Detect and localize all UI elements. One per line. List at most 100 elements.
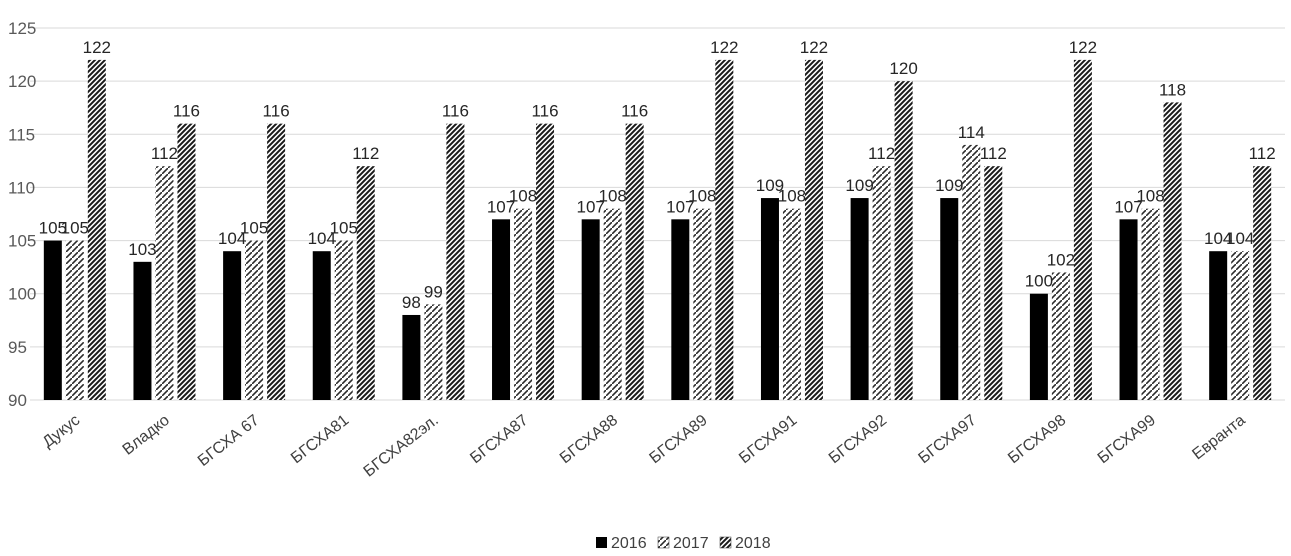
category-label: Евранта: [1189, 412, 1248, 464]
data-label: 107: [666, 197, 694, 216]
bar-2016: [133, 261, 152, 400]
y-tick-label: 95: [8, 338, 27, 357]
bar-2018: [894, 81, 913, 401]
y-tick-label: 120: [8, 72, 36, 91]
bar-2016: [940, 198, 959, 400]
bar-2018: [267, 123, 286, 401]
category-label: Дукус: [40, 412, 84, 451]
category-label: БГСХА82эл.: [361, 412, 442, 481]
bars: [43, 59, 1272, 401]
bar-2018: [356, 166, 375, 400]
data-label: 122: [1069, 38, 1097, 57]
data-label: 112: [868, 144, 895, 163]
bar-2017: [693, 208, 712, 400]
data-label: 112: [1249, 144, 1276, 163]
category-label: БГСХА87: [467, 412, 531, 467]
bar-2016: [1119, 219, 1138, 400]
data-label: 107: [576, 197, 604, 216]
bar-2018: [984, 166, 1003, 400]
bar-2016: [760, 198, 779, 400]
data-label: 104: [218, 229, 246, 248]
bar-2016: [402, 314, 421, 400]
data-label: 116: [621, 102, 648, 121]
bar-2017: [1141, 208, 1160, 400]
data-label: 104: [1226, 229, 1254, 248]
bar-2016: [1209, 251, 1228, 400]
bar-2017: [782, 208, 801, 400]
bar-2018: [1253, 166, 1272, 400]
y-tick-label: 115: [8, 125, 35, 144]
legend: 2016 2017 2018: [596, 535, 771, 552]
bar-2016: [43, 240, 62, 400]
category-label: БГСХА 67: [195, 412, 263, 470]
category-label: БГСХА91: [736, 412, 800, 467]
bar-2017: [962, 144, 981, 400]
data-label: 105: [39, 219, 67, 238]
bar-2017: [424, 304, 443, 400]
bar-2016: [492, 219, 511, 400]
data-label: 122: [710, 38, 738, 57]
bar-2017: [245, 240, 264, 400]
grid-lines: [30, 27, 1285, 401]
data-label: 112: [980, 144, 1007, 163]
data-label: 107: [1114, 197, 1142, 216]
data-label: 105: [61, 219, 89, 238]
bar-2017: [65, 240, 84, 400]
bar-2018: [625, 123, 644, 401]
data-label: 108: [688, 187, 716, 206]
bar-2017: [155, 166, 174, 400]
data-label: 112: [352, 144, 379, 163]
legend-swatch-2016: [596, 537, 607, 548]
category-label: БГСХА81: [288, 412, 352, 467]
data-label: 105: [240, 219, 268, 238]
data-label: 114: [958, 123, 985, 142]
bar-2018: [446, 123, 465, 401]
y-tick-label: 90: [8, 391, 27, 410]
bar-2016: [1029, 293, 1048, 400]
y-tick-label: 110: [8, 178, 35, 197]
data-label: 104: [1204, 229, 1232, 248]
category-label: БГСХА99: [1095, 412, 1159, 467]
bar-2016: [312, 251, 331, 400]
bar-2016: [671, 219, 690, 400]
bar-2018: [536, 123, 555, 401]
data-label: 118: [1159, 80, 1186, 99]
category-label: БГСХА89: [647, 412, 711, 467]
data-label: 108: [778, 187, 806, 206]
legend-swatch-2018: [719, 536, 732, 549]
bar-2017: [514, 208, 533, 400]
data-label: 122: [800, 38, 828, 57]
bar-2016: [850, 198, 869, 400]
data-label: 112: [151, 144, 178, 163]
data-label: 108: [598, 187, 626, 206]
bar-2017: [1231, 251, 1250, 400]
category-label: Владко: [120, 412, 173, 459]
bar-2018: [87, 59, 106, 401]
bar-2018: [1163, 102, 1182, 401]
data-label: 103: [128, 240, 156, 259]
legend-label-2017: 2017: [673, 535, 709, 552]
y-axis-ticks: 90 95 100 105 110 115 120 125: [8, 19, 36, 410]
data-label: 99: [424, 282, 443, 301]
data-label: 105: [330, 219, 358, 238]
data-label: 116: [263, 102, 290, 121]
y-tick-label: 105: [8, 232, 36, 251]
data-label: 116: [531, 102, 558, 121]
data-label: 102: [1047, 250, 1075, 269]
data-label: 109: [845, 176, 873, 195]
data-label: 109: [756, 176, 784, 195]
category-labels: Дукус Владко БГСХА 67 БГСХА81 БГСХА82эл. БГСХ…: [40, 412, 1249, 481]
bar-2016: [223, 251, 242, 400]
data-label: 122: [83, 38, 111, 57]
bar-2017: [334, 240, 353, 400]
category-label: БГСХА88: [557, 412, 621, 467]
y-tick-label: 100: [8, 285, 36, 304]
category-label: БГСХА97: [915, 412, 979, 467]
data-label: 100: [1025, 272, 1053, 291]
legend-label-2018: 2018: [735, 535, 771, 552]
bar-2018: [177, 123, 196, 401]
legend-label-2016: 2016: [611, 535, 647, 552]
data-label: 116: [173, 102, 200, 121]
bar-2018: [804, 59, 823, 401]
